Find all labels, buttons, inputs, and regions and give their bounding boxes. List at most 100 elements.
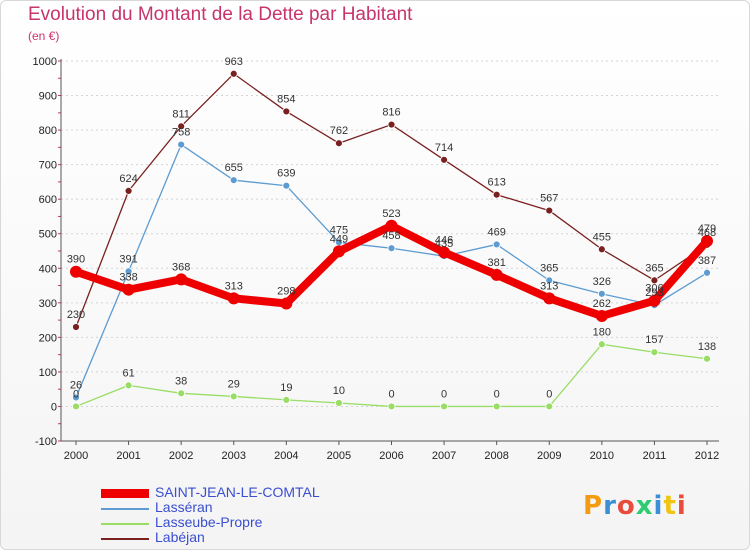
data-point: [440, 155, 448, 164]
data-label: 390: [67, 254, 85, 266]
data-label: 180: [593, 326, 611, 338]
data-label: 0: [73, 388, 79, 400]
data-point: [229, 176, 238, 185]
x-tick-label: 2012: [695, 450, 719, 462]
data-point: [177, 140, 186, 149]
y-tick-label: 100: [39, 367, 57, 379]
data-point: [282, 395, 291, 404]
data-point: [72, 393, 80, 402]
data-label: 0: [546, 388, 552, 400]
legend-label: SAINT-JEAN-LE-COMTAL: [155, 484, 320, 500]
data-label: 523: [382, 208, 400, 220]
data-point: [440, 402, 448, 411]
chart-unit: (en €): [28, 29, 60, 43]
legend-swatch: [101, 489, 149, 498]
data-label: 624: [119, 173, 137, 185]
legend-label: Labéjan: [155, 529, 205, 545]
data-label: 639: [277, 168, 295, 180]
data-label: 230: [67, 309, 85, 321]
x-tick-label: 2006: [379, 450, 403, 462]
data-label: 449: [330, 233, 348, 245]
data-label: 365: [540, 262, 558, 274]
y-tick-label: 500: [39, 229, 57, 241]
data-label: 29: [228, 378, 240, 390]
legend-label: Lasséran: [155, 499, 213, 515]
data-point: [597, 340, 606, 349]
data-label: 458: [382, 230, 400, 242]
data-point: [543, 292, 556, 305]
y-tick-label: 300: [39, 298, 57, 310]
x-tick-label: 2001: [116, 450, 140, 462]
x-tick-label: 2011: [643, 450, 667, 462]
data-label: 714: [435, 142, 453, 154]
y-tick-label: 1000: [33, 56, 57, 68]
data-point: [282, 107, 291, 116]
data-point: [332, 245, 345, 258]
x-tick-label: 2007: [432, 450, 456, 462]
data-point: [387, 402, 396, 411]
data-point: [124, 186, 133, 195]
data-label: 61: [122, 367, 134, 379]
data-label: 469: [487, 226, 505, 238]
data-label: 435: [435, 238, 453, 250]
legend-swatch: [101, 508, 149, 510]
data-point: [703, 354, 711, 363]
data-point: [597, 245, 606, 254]
data-label: 475: [330, 224, 348, 236]
y-tick-label: 400: [39, 263, 57, 275]
y-tick-label: -100: [35, 436, 57, 448]
data-point: [229, 69, 238, 78]
data-point: [492, 402, 501, 411]
y-tick-label: 200: [39, 332, 57, 344]
data-point: [72, 323, 80, 331]
data-point: [597, 289, 606, 298]
data-label: 816: [382, 107, 400, 119]
data-label: 38: [175, 375, 187, 387]
y-tick-label: 800: [39, 125, 57, 137]
data-point: [438, 246, 451, 259]
data-point: [545, 276, 554, 285]
data-point: [650, 276, 659, 285]
data-point: [595, 309, 608, 322]
data-label: 157: [645, 334, 663, 346]
data-label: 326: [593, 276, 611, 288]
data-point: [492, 240, 501, 249]
y-tick-label: 600: [39, 194, 57, 206]
data-point: [703, 268, 711, 277]
data-label: 758: [172, 127, 190, 139]
data-label: 762: [330, 125, 348, 137]
data-label: 368: [172, 261, 190, 273]
data-label: 0: [441, 388, 447, 400]
data-label: 567: [540, 193, 558, 205]
data-label: 854: [277, 93, 295, 105]
y-tick-label: 900: [39, 91, 57, 103]
x-tick-label: 2003: [222, 450, 246, 462]
data-point: [385, 219, 398, 232]
legend-swatch: [101, 523, 149, 525]
data-label: 306: [645, 283, 663, 295]
chart-title: Evolution du Montant de la Dette par Hab…: [28, 4, 413, 25]
data-label: 0: [388, 388, 394, 400]
x-tick-label: 2000: [64, 450, 88, 462]
data-label: 963: [225, 56, 243, 68]
series-line: [75, 143, 708, 398]
data-label: 381: [487, 257, 505, 269]
data-point: [492, 190, 501, 199]
data-point: [72, 402, 80, 411]
y-tick-label: 0: [51, 401, 57, 413]
data-label: 479: [698, 223, 716, 235]
data-label: 293: [645, 287, 663, 299]
x-tick-label: 2008: [484, 450, 508, 462]
data-point: [227, 292, 240, 305]
x-tick-label: 2002: [169, 450, 193, 462]
data-point: [545, 402, 554, 411]
data-label: 313: [225, 280, 243, 292]
data-label: 298: [277, 286, 295, 298]
data-label: 811: [172, 108, 190, 120]
legend-label: Lasseube-Propre: [155, 514, 263, 530]
data-label: 262: [593, 298, 611, 310]
data-label: 613: [487, 177, 505, 189]
data-label: 391: [119, 253, 137, 265]
